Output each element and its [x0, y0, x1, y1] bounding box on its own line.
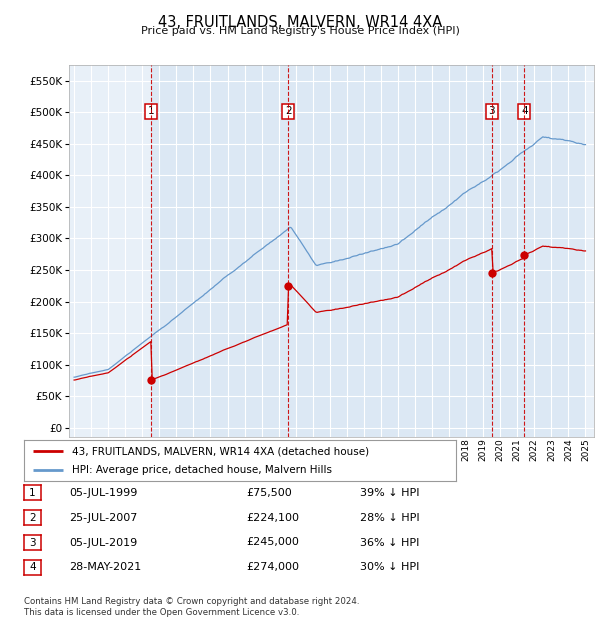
Text: 28-MAY-2021: 28-MAY-2021 [69, 562, 141, 572]
Text: 3: 3 [488, 106, 495, 116]
Text: 4: 4 [521, 106, 527, 116]
Text: 1: 1 [29, 488, 36, 498]
Bar [151, 65, 288, 437]
Text: 3: 3 [29, 538, 36, 547]
Text: £224,100: £224,100 [246, 513, 299, 523]
Text: 2: 2 [285, 106, 292, 116]
Text: Price paid vs. HM Land Registry's House Price Index (HPI): Price paid vs. HM Land Registry's House … [140, 26, 460, 36]
Text: HPI: Average price, detached house, Malvern Hills: HPI: Average price, detached house, Malv… [71, 464, 332, 475]
Text: Contains HM Land Registry data © Crown copyright and database right 2024.
This d: Contains HM Land Registry data © Crown c… [24, 598, 359, 617]
Bar [288, 65, 492, 437]
Text: 28% ↓ HPI: 28% ↓ HPI [360, 513, 419, 523]
Text: £245,000: £245,000 [246, 538, 299, 547]
Bar [524, 65, 586, 437]
Text: 43, FRUITLANDS, MALVERN, WR14 4XA (detached house): 43, FRUITLANDS, MALVERN, WR14 4XA (detac… [71, 446, 368, 456]
Text: 25-JUL-2007: 25-JUL-2007 [69, 513, 137, 523]
Bar [492, 65, 524, 437]
Text: 05-JUL-2019: 05-JUL-2019 [69, 538, 137, 547]
Text: 30% ↓ HPI: 30% ↓ HPI [360, 562, 419, 572]
Text: 43, FRUITLANDS, MALVERN, WR14 4XA: 43, FRUITLANDS, MALVERN, WR14 4XA [158, 15, 442, 30]
Text: £75,500: £75,500 [246, 488, 292, 498]
Text: 05-JUL-1999: 05-JUL-1999 [69, 488, 137, 498]
Text: 39% ↓ HPI: 39% ↓ HPI [360, 488, 419, 498]
Text: £274,000: £274,000 [246, 562, 299, 572]
Text: 2: 2 [29, 513, 36, 523]
Text: 1: 1 [148, 106, 155, 116]
Text: 4: 4 [29, 562, 36, 572]
Text: 36% ↓ HPI: 36% ↓ HPI [360, 538, 419, 547]
